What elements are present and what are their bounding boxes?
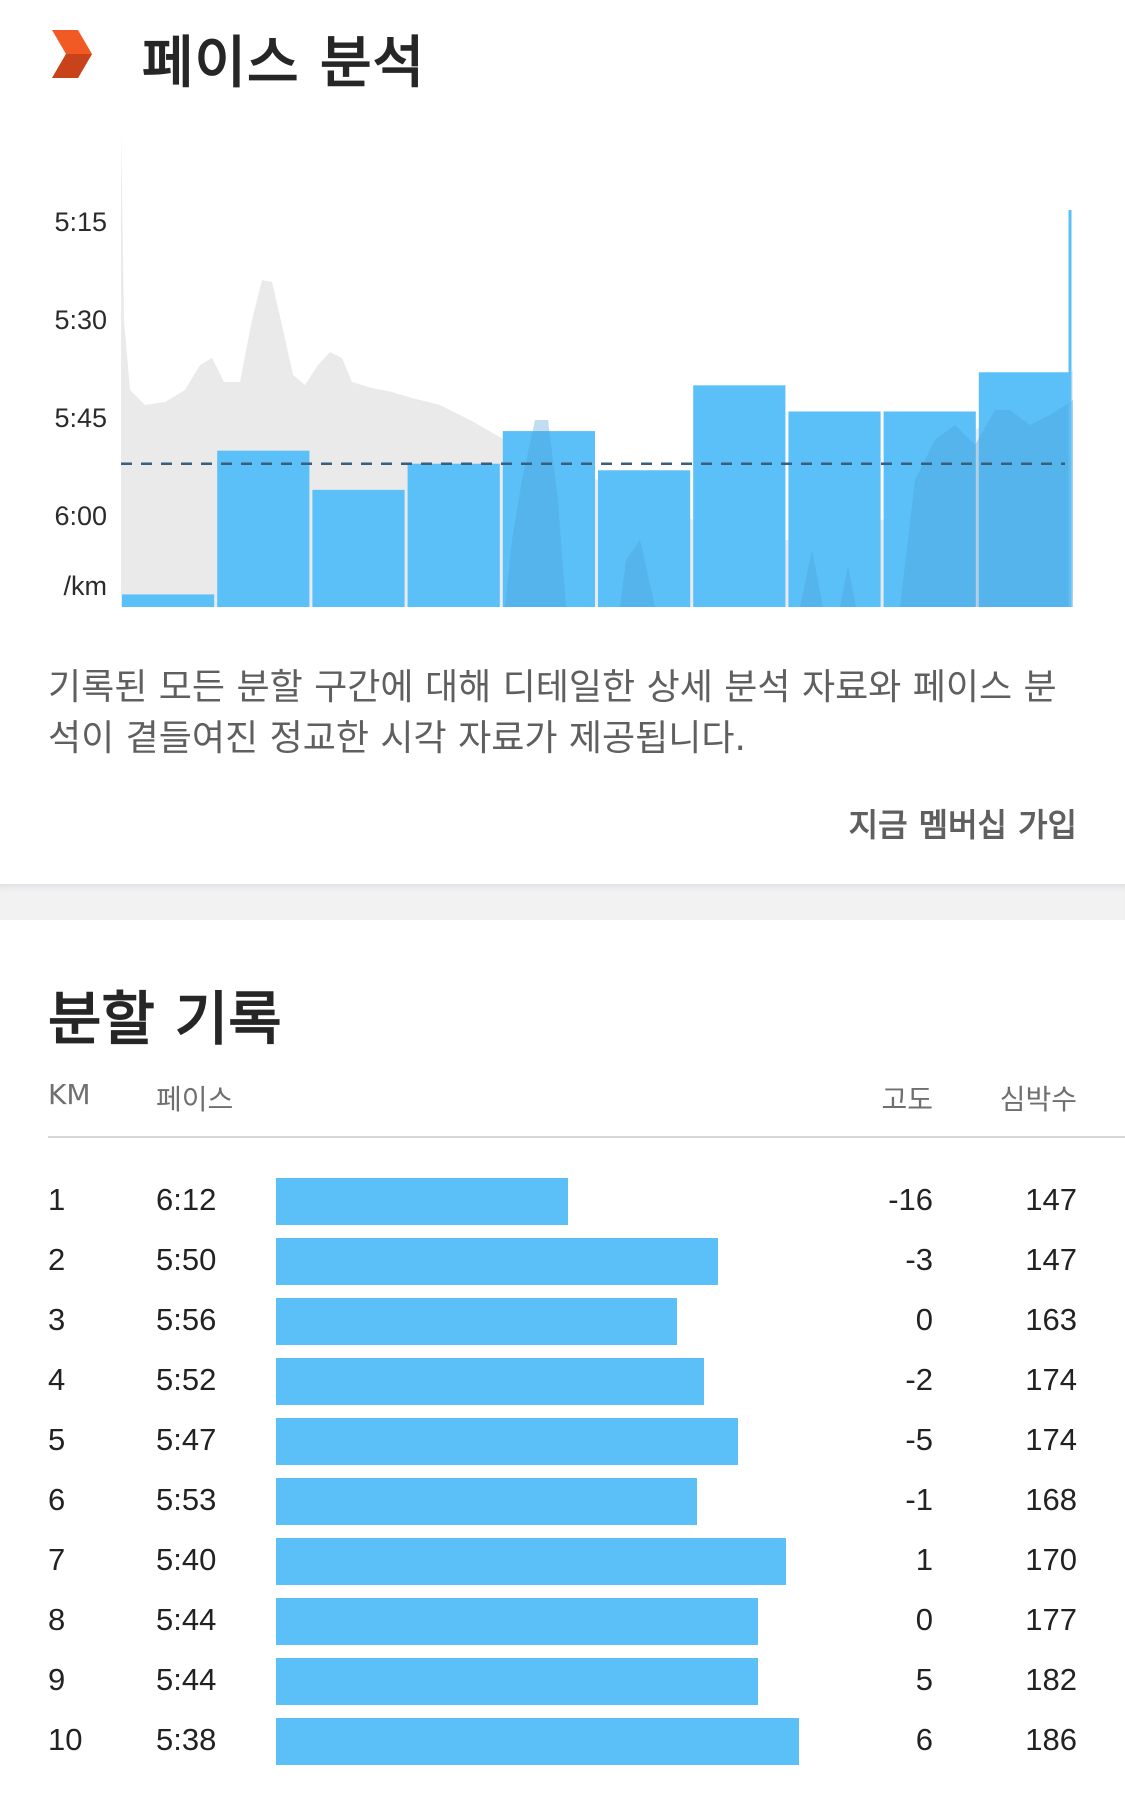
- y-tick-label: 6:00: [54, 501, 107, 531]
- split-km: 6: [48, 1482, 66, 1517]
- split-pace: 6:12: [156, 1182, 217, 1217]
- split-row: 10 5:38 6 186: [0, 1710, 1125, 1770]
- split-row: 4 5:52 -2 174: [0, 1350, 1125, 1410]
- split-km: 9: [48, 1662, 66, 1697]
- pace-analysis-title: 페이스 분석: [142, 31, 426, 96]
- split-elevation: -16: [888, 1182, 933, 1217]
- split-elevation: 5: [915, 1662, 933, 1697]
- split-km: 3: [48, 1302, 66, 1337]
- split-pace: 5:56: [156, 1302, 217, 1337]
- header-elevation: 고도: [881, 1083, 933, 1116]
- split-pace: 5:53: [156, 1482, 217, 1517]
- y-unit-label: /km: [64, 571, 108, 601]
- header-heart-rate: 심박수: [999, 1083, 1077, 1116]
- header-divider: [48, 1136, 1125, 1138]
- split-elevation: 0: [915, 1302, 933, 1337]
- split-pace-bar: [276, 1178, 568, 1225]
- split-elevation: 1: [915, 1542, 933, 1577]
- split-km: 8: [48, 1602, 66, 1637]
- split-heart-rate: 163: [1025, 1302, 1077, 1337]
- split-heart-rate: 177: [1025, 1602, 1077, 1637]
- elevation-overlay-dips: [505, 400, 1073, 607]
- pace-bar: [883, 411, 976, 607]
- pace-bar: [122, 594, 215, 607]
- splits-title: 분할 기록: [48, 985, 282, 1053]
- y-tick-label: 5:15: [54, 207, 107, 237]
- split-row: 2 5:50 -3 147: [0, 1230, 1125, 1290]
- section-divider: [0, 884, 1125, 920]
- header-km: KM: [48, 1078, 91, 1111]
- split-row: 5 5:47 -5 174: [0, 1410, 1125, 1470]
- split-pace: 5:50: [156, 1242, 217, 1277]
- splits-section: 분할 기록 KM 페이스 고도 심박수 1 6:12 -16 147 2 5:50 -3 14…: [0, 920, 1125, 1810]
- pace-bar: [407, 463, 500, 607]
- elevation-profile-area: [121, 130, 1073, 607]
- split-pace-bar: [276, 1238, 718, 1285]
- split-pace-bar: [276, 1358, 704, 1405]
- split-row: 1 6:12 -16 147: [0, 1170, 1125, 1230]
- split-heart-rate: 147: [1025, 1182, 1077, 1217]
- split-heart-rate: 170: [1025, 1542, 1077, 1577]
- split-pace-bar: [276, 1538, 786, 1585]
- split-pace-bar: [276, 1598, 759, 1645]
- pace-bar: [598, 470, 691, 607]
- join-membership-link[interactable]: 지금 멤버십 가입: [848, 806, 1077, 844]
- split-pace: 5:44: [156, 1662, 217, 1697]
- split-elevation: 6: [915, 1722, 933, 1757]
- feature-description: 기록된 모든 분할 구간에 대해 디테일한 상세 분석 자료와 페이스 분석이 …: [48, 667, 1057, 759]
- split-pace-bar: [276, 1298, 677, 1345]
- split-pace-bar: [276, 1658, 759, 1705]
- split-km: 1: [48, 1182, 66, 1217]
- pace-bar: [978, 372, 1071, 607]
- splits-header-row: KM 페이스 고도 심박수: [48, 1078, 1125, 1120]
- split-elevation: 0: [915, 1602, 933, 1637]
- split-elevation: -3: [905, 1242, 933, 1277]
- split-heart-rate: 168: [1025, 1482, 1077, 1517]
- split-pace-bar: [276, 1718, 800, 1765]
- pace-bar: [693, 385, 786, 607]
- split-pace: 5:38: [156, 1722, 217, 1757]
- split-km: 4: [48, 1362, 66, 1397]
- split-row: 3 5:56 0 163: [0, 1290, 1125, 1350]
- pace-analysis-section: 페이스 분석 5:15 5:30 5:45 6:00/km 기록된 모든 분할 구간에…: [0, 0, 1125, 884]
- split-pace: 5:47: [156, 1422, 217, 1457]
- strava-chevron-logo-icon: [52, 30, 94, 78]
- pace-bar: [502, 431, 595, 607]
- split-heart-rate: 174: [1025, 1422, 1077, 1457]
- pace-chart: 5:15 5:30 5:45 6:00/km: [54, 130, 1073, 607]
- split-heart-rate: 147: [1025, 1242, 1077, 1277]
- split-heart-rate: 182: [1025, 1662, 1077, 1697]
- split-km: 10: [48, 1722, 83, 1757]
- split-pace: 5:40: [156, 1542, 217, 1577]
- split-km: 5: [48, 1422, 66, 1457]
- split-row: 7 5:40 1 170: [0, 1530, 1125, 1590]
- split-row: 8 5:44 0 177: [0, 1590, 1125, 1650]
- pace-bar: [312, 489, 405, 607]
- split-km: 7: [48, 1542, 66, 1577]
- split-elevation: -1: [905, 1482, 933, 1517]
- y-tick-label: 5:30: [54, 305, 107, 335]
- split-pace: 5:52: [156, 1362, 217, 1397]
- split-elevation: -2: [905, 1362, 933, 1397]
- split-heart-rate: 186: [1025, 1722, 1077, 1757]
- split-km: 2: [48, 1242, 66, 1277]
- split-pace: 5:44: [156, 1602, 217, 1637]
- y-tick-label: 5:45: [54, 403, 107, 433]
- header-pace: 페이스: [156, 1083, 234, 1116]
- pace-bar: [788, 411, 881, 607]
- pace-bar: [217, 450, 310, 607]
- split-elevation: -5: [905, 1422, 933, 1457]
- split-pace-bar: [276, 1478, 698, 1525]
- split-row: 6 5:53 -1 168: [0, 1470, 1125, 1530]
- split-heart-rate: 174: [1025, 1362, 1077, 1397]
- split-pace-bar: [276, 1418, 738, 1465]
- split-row: 9 5:44 5 182: [0, 1650, 1125, 1710]
